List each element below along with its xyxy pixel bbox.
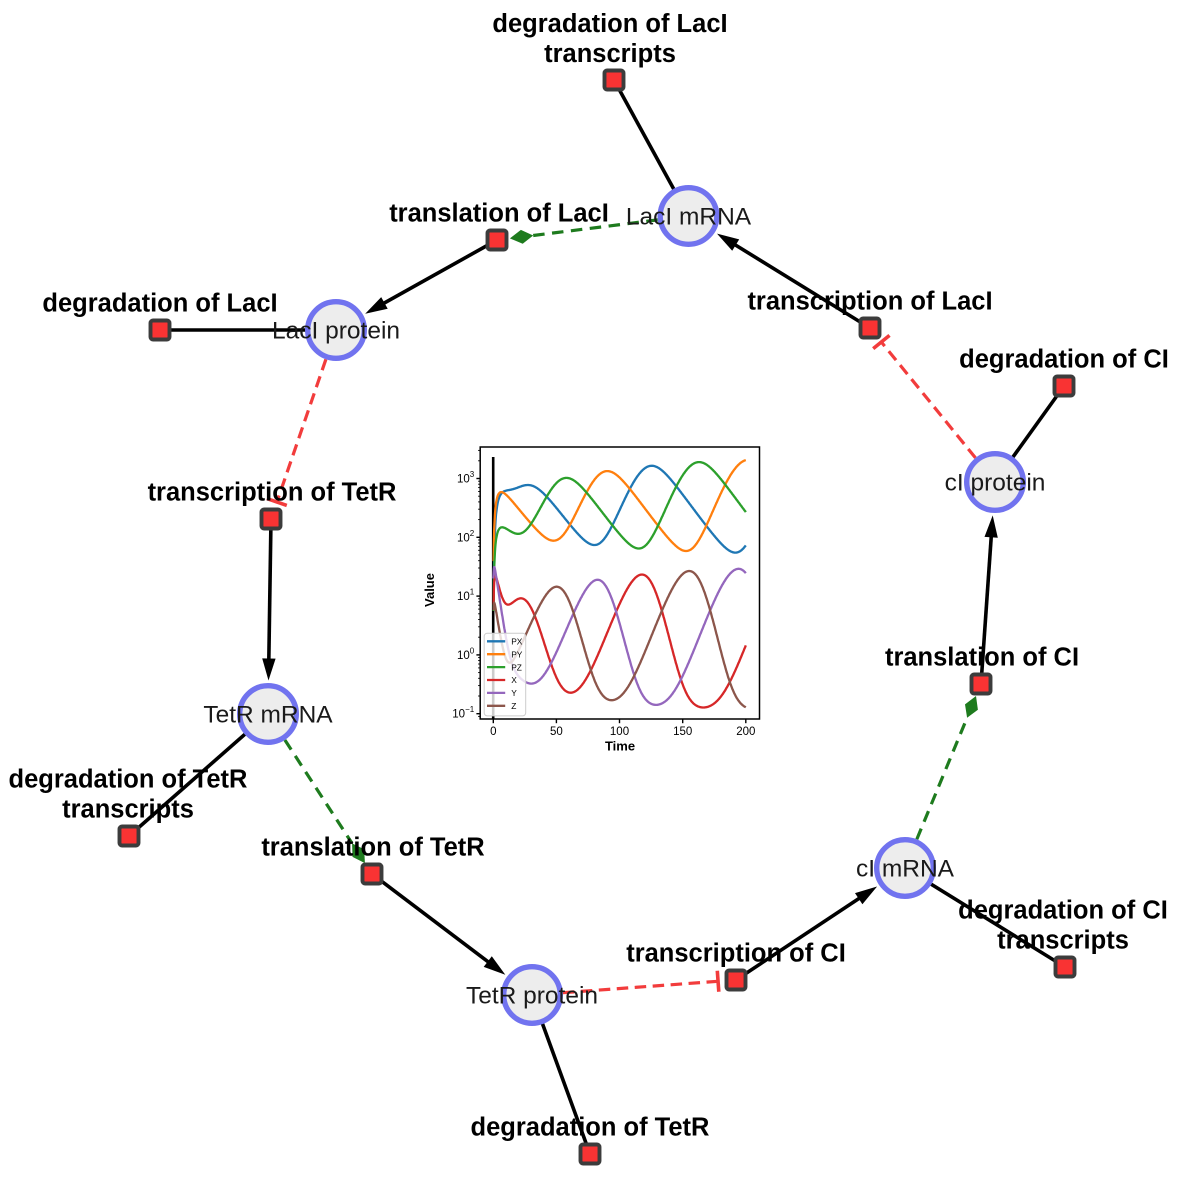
svg-text:100: 100 xyxy=(610,726,629,738)
svg-text:translation of CI: translation of CI xyxy=(885,644,1079,672)
svg-text:TetR protein: TetR protein xyxy=(466,983,598,1010)
svg-text:degradation of TetR: degradation of TetR xyxy=(9,766,248,794)
svg-text:Time: Time xyxy=(605,739,635,754)
svg-text:PX: PX xyxy=(511,637,523,647)
svg-text:0: 0 xyxy=(490,726,496,738)
svg-text:translation of TetR: translation of TetR xyxy=(261,834,484,862)
svg-text:degradation of LacI: degradation of LacI xyxy=(492,10,727,38)
svg-text:103: 103 xyxy=(457,470,475,486)
svg-text:transcription of LacI: transcription of LacI xyxy=(747,288,992,316)
svg-text:degradation of LacI: degradation of LacI xyxy=(42,290,277,318)
svg-text:LacI mRNA: LacI mRNA xyxy=(626,204,752,231)
svg-text:transcription of TetR: transcription of TetR xyxy=(148,479,397,507)
svg-text:TetR mRNA: TetR mRNA xyxy=(203,702,333,729)
svg-text:Value: Value xyxy=(422,573,437,607)
svg-text:cI mRNA: cI mRNA xyxy=(856,856,955,883)
svg-text:LacI protein: LacI protein xyxy=(272,318,400,345)
svg-text:degradation of TetR: degradation of TetR xyxy=(471,1114,710,1142)
svg-text:transcripts: transcripts xyxy=(62,796,194,824)
svg-text:translation of LacI: translation of LacI xyxy=(389,200,609,228)
svg-text:100: 100 xyxy=(457,646,475,662)
svg-text:10−1: 10−1 xyxy=(452,705,474,721)
svg-text:102: 102 xyxy=(457,529,475,545)
svg-text:cI protein: cI protein xyxy=(945,470,1046,497)
svg-text:Z: Z xyxy=(511,701,516,711)
svg-text:50: 50 xyxy=(550,726,563,738)
svg-text:X: X xyxy=(511,675,517,685)
svg-text:degradation of CI: degradation of CI xyxy=(958,897,1168,925)
svg-text:101: 101 xyxy=(457,588,475,604)
svg-text:150: 150 xyxy=(673,726,692,738)
svg-text:200: 200 xyxy=(736,726,755,738)
svg-text:PZ: PZ xyxy=(511,662,522,672)
svg-text:transcripts: transcripts xyxy=(997,927,1129,955)
svg-text:Y: Y xyxy=(511,688,517,698)
svg-text:PY: PY xyxy=(511,649,523,659)
svg-text:transcripts: transcripts xyxy=(544,40,676,68)
svg-text:transcription of CI: transcription of CI xyxy=(626,940,846,968)
svg-text:degradation of CI: degradation of CI xyxy=(959,346,1169,374)
